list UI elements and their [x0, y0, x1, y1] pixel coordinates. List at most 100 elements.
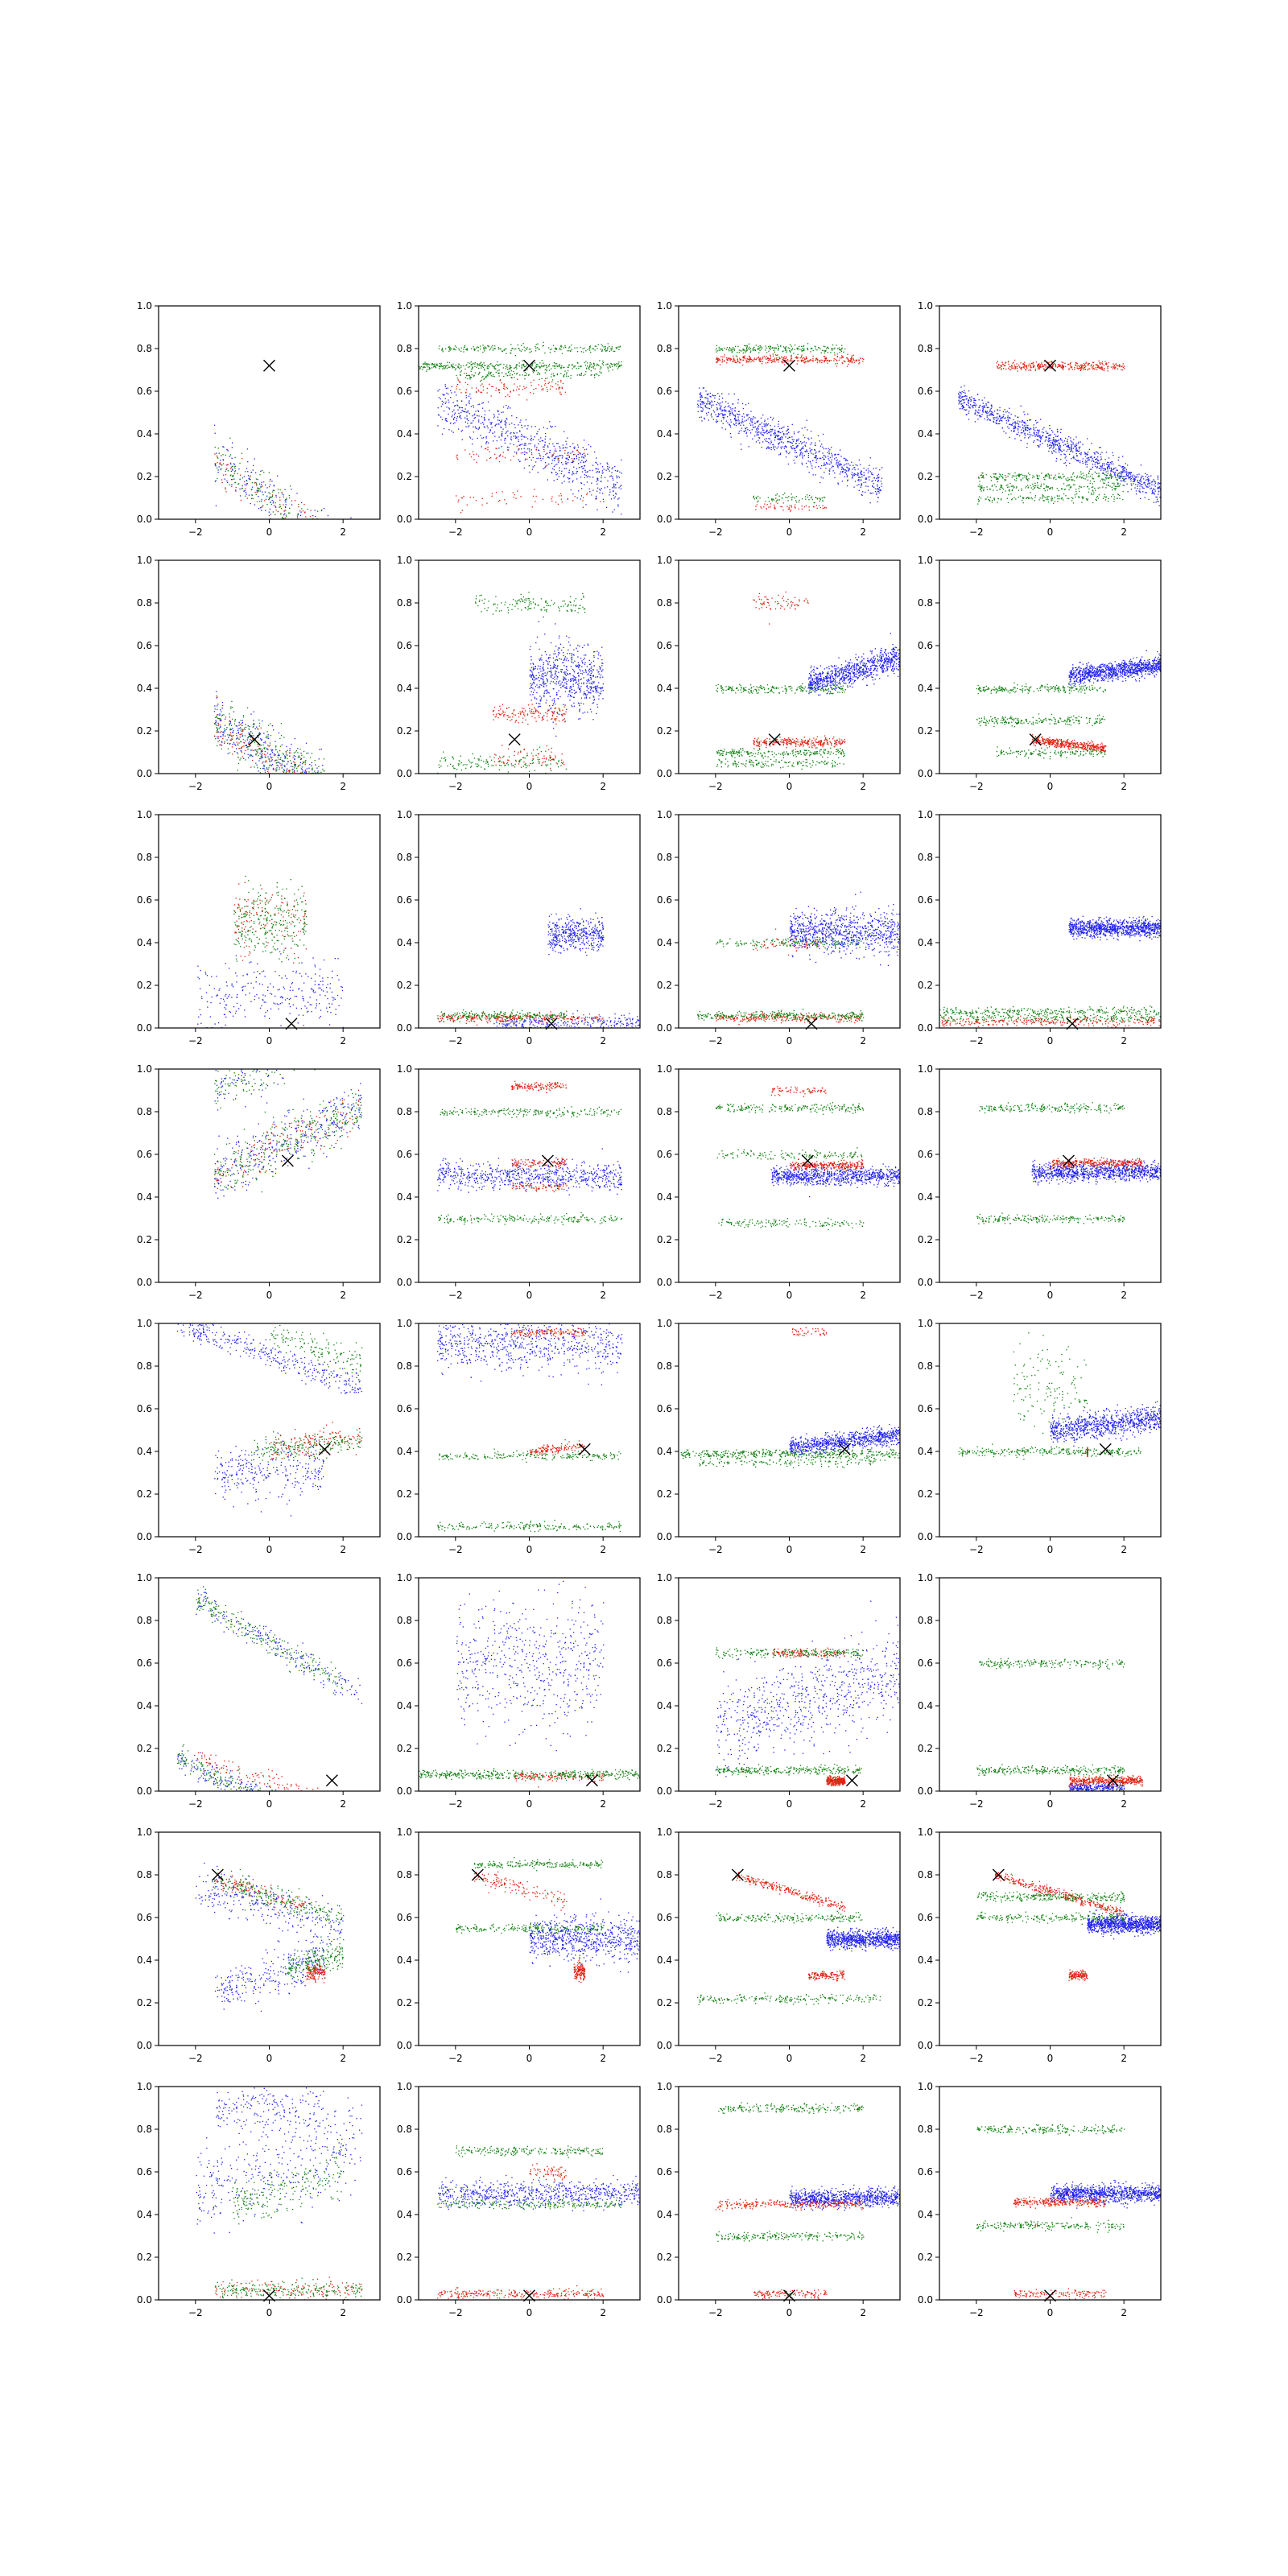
scatter-point [1056, 441, 1058, 443]
scatter-point [776, 360, 778, 361]
scatter-point [832, 470, 834, 472]
scatter-point [480, 345, 481, 347]
scatter-point [523, 365, 525, 367]
scatter-point [1091, 443, 1092, 444]
scatter-point [1056, 444, 1059, 446]
scatter-point [804, 444, 806, 446]
scatter-point [580, 372, 582, 374]
scatter-point [431, 364, 433, 365]
scatter-point [514, 427, 516, 429]
scatter-point [729, 347, 731, 349]
scatter-point [596, 462, 597, 464]
scatter-point [1007, 415, 1009, 417]
scatter-point [423, 363, 425, 365]
scatter-point [861, 483, 862, 485]
scatter-point [501, 420, 502, 423]
scatter-point [1147, 486, 1149, 488]
scatter-point [1060, 428, 1062, 430]
scatter-point [1108, 365, 1109, 367]
scatter-point [801, 462, 803, 464]
scatter-point [710, 402, 712, 404]
scatter-point [787, 347, 789, 349]
scatter-point [577, 444, 579, 446]
scatter-point [736, 419, 737, 421]
scatter-point [442, 403, 444, 405]
scatter-point [576, 347, 578, 349]
scatter-point [791, 436, 793, 438]
scatter-point [460, 407, 462, 408]
scatter-point [1137, 480, 1138, 481]
scatter-point [960, 403, 962, 405]
scatter-point [553, 465, 555, 468]
scatter-point [612, 369, 613, 371]
scatter-point [576, 497, 578, 499]
scatter-point [283, 518, 284, 519]
scatter-point [594, 349, 596, 351]
scatter-point [521, 424, 522, 426]
scatter-point [229, 454, 232, 456]
scatter-point [317, 510, 319, 512]
scatter-point [731, 412, 733, 414]
scatter-point [568, 472, 571, 473]
scatter-point [464, 392, 467, 394]
scatter-point [245, 495, 246, 497]
scatter-point [553, 375, 555, 377]
scatter-point [560, 367, 562, 369]
scatter-point [279, 504, 281, 506]
scatter-point [609, 476, 611, 477]
scatter-point [782, 427, 783, 428]
scatter-point [736, 361, 737, 364]
scatter-point [709, 392, 712, 394]
scatter-point [982, 408, 984, 410]
scatter-point [811, 468, 813, 469]
scatter-point [962, 405, 964, 407]
scatter-point [222, 459, 224, 460]
scatter-point [1005, 479, 1007, 481]
scatter-point [759, 349, 761, 352]
scatter-point [533, 372, 535, 374]
scatter-point [530, 449, 532, 451]
scatter-point [1009, 366, 1011, 368]
scatter-point [855, 464, 857, 466]
scatter-point [477, 437, 478, 440]
scatter-point [1032, 362, 1034, 364]
scatter-point [841, 355, 843, 357]
scatter-point [797, 431, 799, 433]
scatter-point [1026, 443, 1028, 444]
scatter-point [839, 460, 840, 462]
scatter-point [1002, 411, 1005, 413]
scatter-point [787, 362, 789, 365]
scatter-point [1098, 366, 1100, 368]
scatter-point [1026, 430, 1029, 431]
scatter-point [475, 427, 477, 429]
scatter-point [1113, 365, 1116, 367]
scatter-point [960, 392, 962, 394]
scatter-point [453, 349, 455, 350]
scatter-point [1137, 481, 1140, 484]
scatter-point [1121, 467, 1123, 469]
scatter-point [1067, 448, 1069, 451]
scatter-point [799, 455, 801, 456]
scatter-point [481, 446, 482, 448]
scatter-point [526, 386, 527, 388]
scatter-point [446, 392, 448, 394]
scatter-point [853, 473, 855, 475]
scatter-point [825, 350, 827, 352]
scatter-point [268, 514, 270, 517]
scatter-point [576, 374, 578, 376]
scatter-point [790, 510, 791, 512]
scatter-point [586, 481, 588, 483]
scatter-point [298, 506, 299, 508]
scatter-point [555, 388, 557, 390]
scatter-point [797, 353, 799, 356]
scatter-point [483, 362, 485, 364]
scatter-point [598, 472, 600, 473]
scatter-point [609, 466, 610, 469]
scatter-point [573, 365, 575, 367]
scatter-point [473, 374, 475, 376]
scatter-point [432, 364, 434, 365]
scatter-point [1084, 453, 1086, 455]
scatter-point [763, 506, 765, 508]
scatter-point [481, 437, 483, 439]
scatter-point [1146, 474, 1148, 476]
